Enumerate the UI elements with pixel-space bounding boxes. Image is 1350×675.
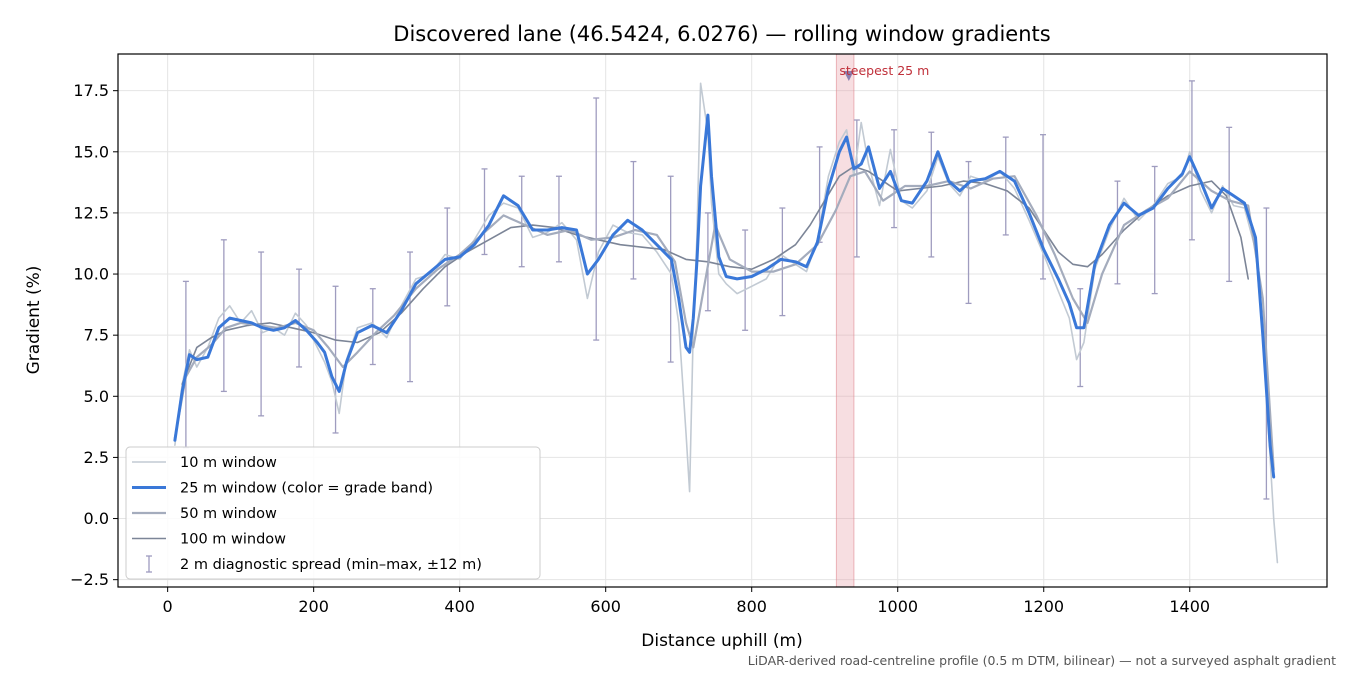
y-tick-label: 0.0: [84, 509, 109, 528]
series-group: [173, 80, 1279, 564]
y-tick-label: 2.5: [84, 448, 109, 467]
steepest-band: [835, 53, 855, 588]
axes-frame: [117, 53, 1328, 588]
y-axis-label: Gradient (%): [24, 266, 44, 375]
x-tick-label: 800: [736, 597, 767, 616]
y-tick-label: 12.5: [73, 203, 109, 222]
y-tick-label: −2.5: [70, 570, 109, 589]
series-line-2: [173, 170, 1275, 471]
footnote: LiDAR-derived road-centreline profile (0…: [748, 653, 1336, 668]
series-line-1: [173, 113, 1276, 479]
legend: 10 m window 25 m window (color = grade ba…: [125, 446, 541, 580]
x-tick-label: 1000: [877, 597, 918, 616]
x-tick-label: 1200: [1023, 597, 1064, 616]
x-axis-label: Distance uphill (m): [641, 631, 802, 651]
x-tick-label: 600: [590, 597, 621, 616]
y-tick-label: 17.5: [73, 81, 109, 100]
x-tick-label: 200: [298, 597, 329, 616]
legend-box: [125, 446, 541, 580]
legend-label: 25 m window (color = grade band): [180, 481, 433, 497]
legend-label: 100 m window: [180, 532, 286, 548]
legend-label: 10 m window: [180, 455, 277, 471]
series-line-3: [181, 165, 1249, 385]
plot-area: steepest 25 m 0 200 400 600 800 1000 1200 1400 −2…: [70, 53, 1328, 616]
legend-label: 2 m diagnostic spread (min–max, ±12 m): [180, 557, 482, 573]
steepest-marker: [843, 71, 854, 82]
y-tick-label: 7.5: [84, 326, 109, 345]
y-tick-label: 10.0: [73, 265, 109, 284]
x-tick-label: 1400: [1169, 597, 1210, 616]
x-tick-label: 0: [163, 597, 173, 616]
steepest-label: steepest 25 m: [839, 63, 929, 78]
chart-title: Discovered lane (46.5424, 6.0276) — roll…: [393, 22, 1050, 46]
y-tick-label: 5.0: [84, 387, 109, 406]
y-tick-label: 15.0: [73, 142, 109, 161]
legend-label: 50 m window: [180, 506, 277, 522]
x-tick-label: 400: [444, 597, 475, 616]
